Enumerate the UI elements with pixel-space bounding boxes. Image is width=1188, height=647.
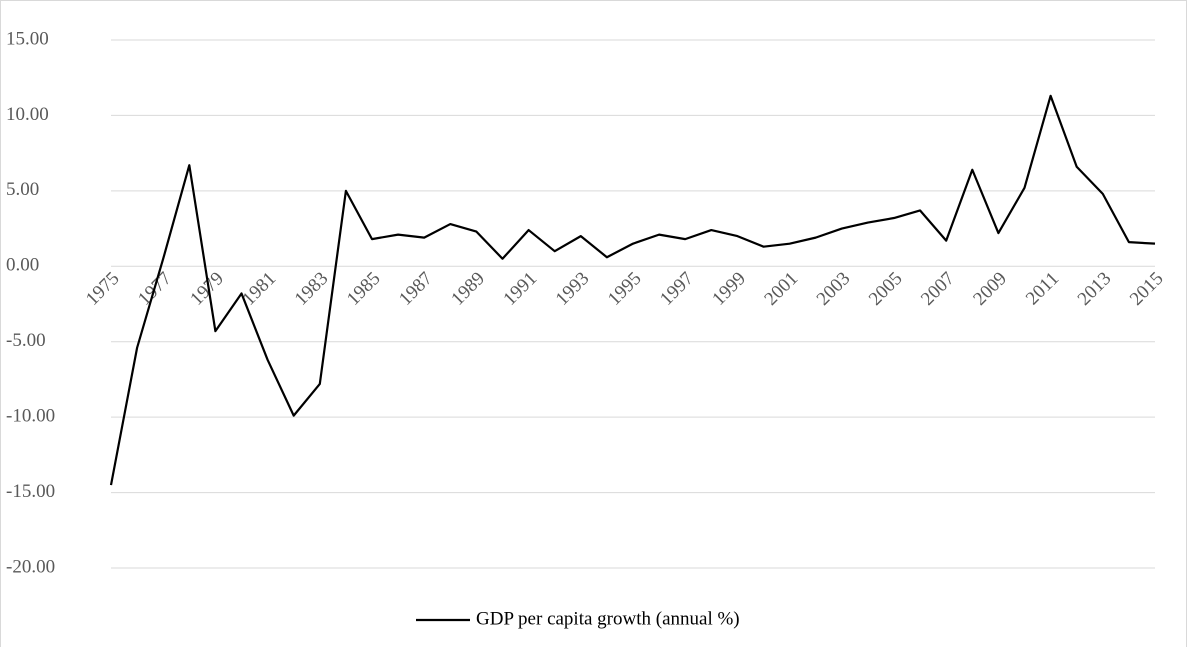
y-tick-label: 15.00 [6, 28, 49, 49]
x-tick-label: 1975 [82, 268, 124, 310]
x-tick-label: 1985 [343, 268, 385, 310]
x-tick-label: 1997 [656, 268, 698, 310]
y-tick-label: -20.00 [6, 556, 55, 577]
x-tick-label: 1993 [552, 268, 594, 310]
y-tick-label: -5.00 [6, 330, 46, 351]
y-tick-label: 5.00 [6, 179, 39, 200]
y-tick-label: -10.00 [6, 406, 55, 427]
legend: GDP per capita growth (annual %) [416, 608, 740, 629]
x-tick-label: 1999 [708, 268, 750, 310]
x-tick-label: 2007 [917, 268, 959, 310]
line [109, 94, 1156, 486]
x-tick-label: 2011 [1022, 268, 1063, 309]
x-tick-label: 1991 [499, 268, 541, 310]
x-tick-label: 2003 [813, 268, 855, 310]
x-tick-label: 2005 [865, 268, 907, 310]
x-tick-label: 1995 [604, 268, 646, 310]
legend-label: GDP per capita growth (annual %) [476, 608, 740, 629]
y-tick-label: -15.00 [6, 481, 55, 502]
x-tick-label: 2009 [969, 268, 1011, 310]
x-tick-label: 1983 [291, 268, 333, 310]
x-tick-label: 2015 [1126, 268, 1168, 310]
y-tick-label: 10.00 [6, 104, 49, 125]
x-tick-label: 2013 [1074, 268, 1116, 310]
x-tick-label: 1989 [447, 268, 489, 310]
y-tick-label: 0.00 [6, 255, 39, 276]
x-tick-label: 1987 [395, 268, 437, 310]
x-tick-label: 2001 [760, 268, 802, 310]
